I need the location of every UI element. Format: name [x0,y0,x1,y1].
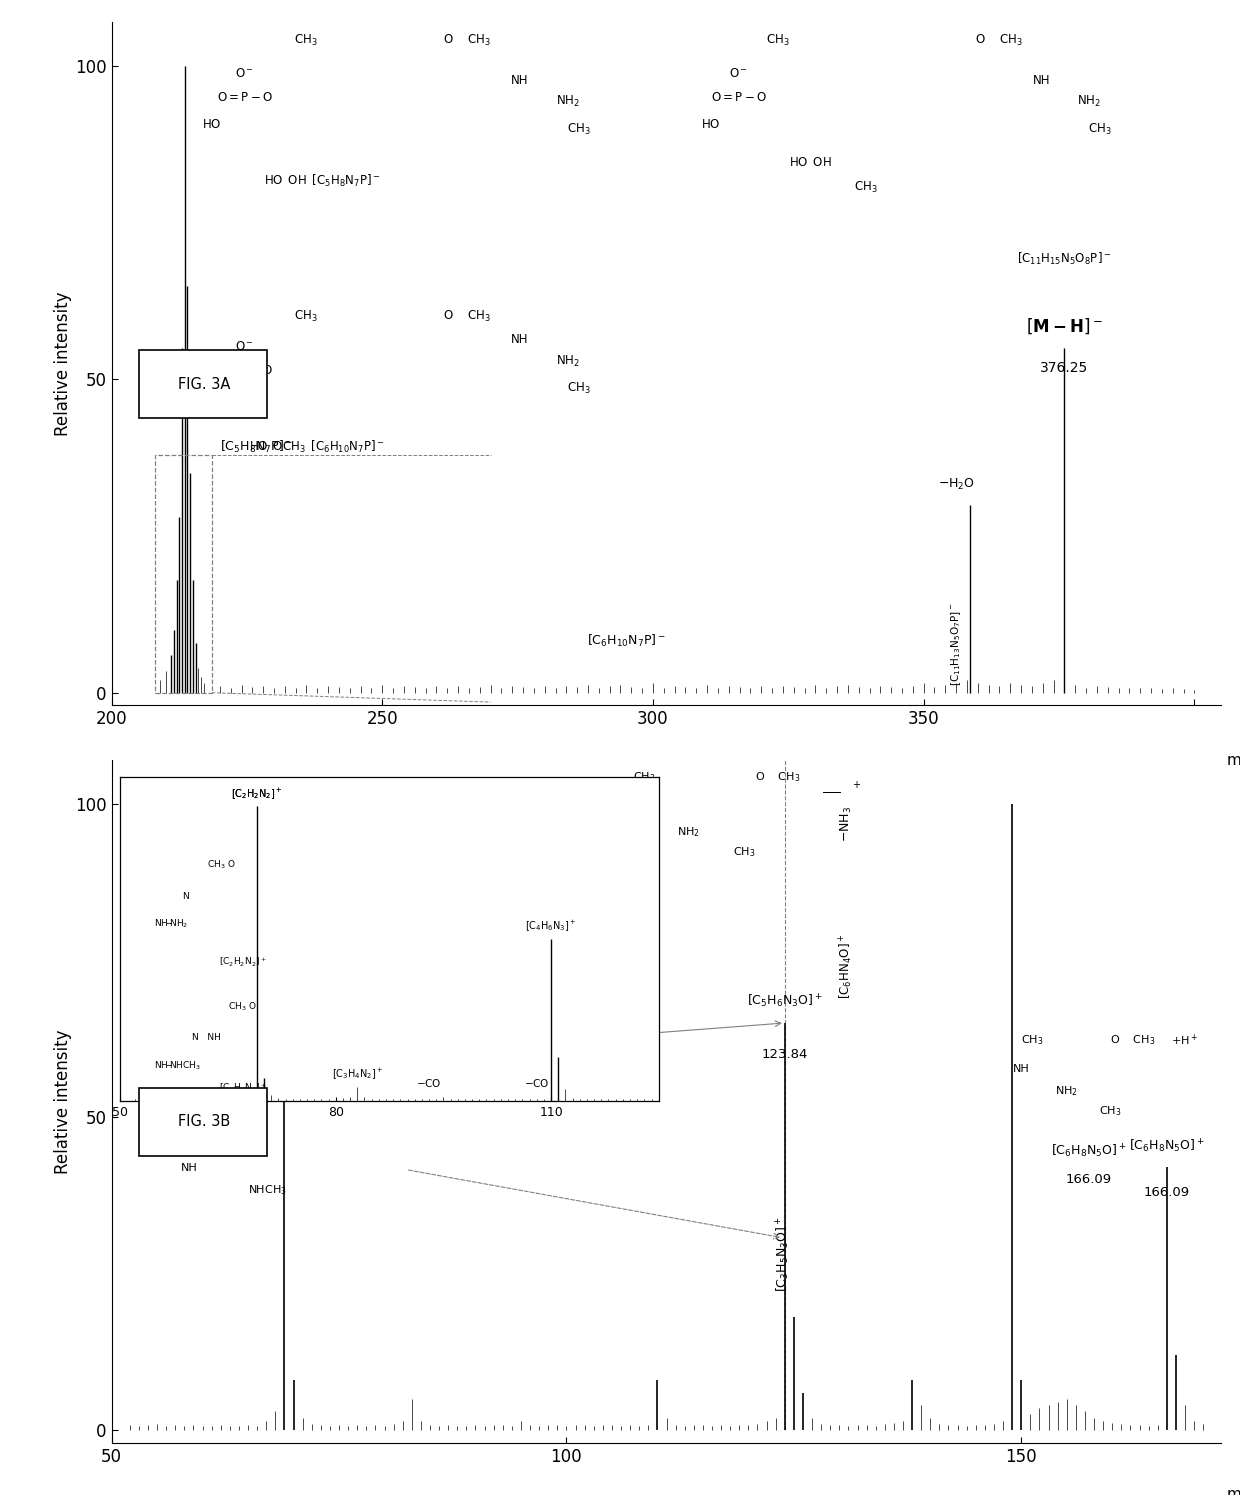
Text: NH: NH [1013,1064,1030,1073]
Text: m/z 400: m/z 400 [1226,753,1240,768]
Y-axis label: Relative intensity: Relative intensity [55,1029,72,1174]
Text: NH: NH [511,333,528,347]
Text: 166.09: 166.09 [1143,1186,1190,1199]
Text: FIG. 3B: FIG. 3B [177,1114,229,1129]
Text: $[\mathregular{C_{11}H_{15}N_5O_8P}]^-$: $[\mathregular{C_{11}H_{15}N_5O_8P}]^-$ [1017,251,1111,266]
Text: $\mathregular{O^-}$: $\mathregular{O^-}$ [236,339,254,353]
Text: $[\mathregular{C_6HN_4O}]^+$: $[\mathregular{C_6HN_4O}]^+$ [837,933,856,999]
Text: $^+$: $^+$ [849,780,861,794]
Text: $[\mathregular{C_{11}H_{13}N_5O_7P}]^-$: $[\mathregular{C_{11}H_{13}N_5O_7P}]^-$ [950,602,963,686]
Text: NH: NH [511,73,528,87]
Text: 376.25: 376.25 [1040,360,1089,375]
Text: O    $\mathregular{CH_3}$: O $\mathregular{CH_3}$ [443,309,491,324]
Text: $\mathregular{CH_3}$: $\mathregular{CH_3}$ [567,381,590,396]
Text: $\mathregular{CH_3}$: $\mathregular{CH_3}$ [1089,121,1112,136]
Text: $\mathregular{O^-}$: $\mathregular{O^-}$ [236,67,254,79]
Text: $[\mathregular{C_5H_8N_7P}]^-$: $[\mathregular{C_5H_8N_7P}]^-$ [219,438,293,454]
Text: FIG. 3A: FIG. 3A [177,377,229,392]
Text: NH: NH [1033,73,1050,87]
Text: $[\mathregular{C_6H_8N_5O}]^+$: $[\mathregular{C_6H_8N_5O}]^+$ [1130,1138,1204,1154]
Text: O    $\mathregular{CH_3}$: O $\mathregular{CH_3}$ [1110,1033,1156,1046]
Text: $\mathregular{HO}$: $\mathregular{HO}$ [701,118,720,132]
Bar [155,454,212,692]
Text: m/z: m/z [1226,1488,1240,1495]
Text: $\mathregular{CH_3}$: $\mathregular{CH_3}$ [294,33,317,48]
Text: $\mathregular{CH_3}$: $\mathregular{CH_3}$ [854,179,878,194]
Text: $-\mathregular{H_2O}$: $-\mathregular{H_2O}$ [937,477,975,492]
Text: $\mathregular{NHCH_3}$: $\mathregular{NHCH_3}$ [248,1183,286,1197]
Text: $-\mathregular{NH_3}$: $-\mathregular{NH_3}$ [838,806,854,842]
Text: $\mathregular{CH_3}$: $\mathregular{CH_3}$ [294,309,317,324]
Text: NH: NH [625,804,641,815]
Text: $\mathregular{HO \enspace OH}$: $\mathregular{HO \enspace OH}$ [790,155,832,169]
Text: $\mathregular{HO}$: $\mathregular{HO}$ [202,118,221,132]
Text: $\mathregular{NH_2}$: $\mathregular{NH_2}$ [556,94,580,109]
Text: $\mathregular{CH_3}$: $\mathregular{CH_3}$ [1022,1033,1044,1046]
Text: $\mathregular{O=P-O}$: $\mathregular{O=P-O}$ [217,363,273,377]
Text: $\mathregular{CH_3}$: $\mathregular{CH_3}$ [765,33,790,48]
Text: $\mathregular{CH_3}$: $\mathregular{CH_3}$ [567,121,590,136]
Text: $\mathregular{CH_3}$: $\mathregular{CH_3}$ [233,1088,255,1102]
Bar [139,1088,267,1156]
Text: $\mathregular{NH_2}$: $\mathregular{NH_2}$ [556,354,580,369]
Text: $\mathregular{O^-}$: $\mathregular{O^-}$ [729,67,748,79]
Text: 123.84: 123.84 [761,1048,808,1061]
Text: $\mathregular{NH_2}$: $\mathregular{NH_2}$ [677,825,701,839]
Y-axis label: Relative intensity: Relative intensity [55,292,72,437]
Text: $[\mathregular{C_3H_5N_3O}]^+$: $[\mathregular{C_3H_5N_3O}]^+$ [774,1217,791,1293]
Text: $[\mathregular{C_6H_{10}N_7P}]^-$: $[\mathregular{C_6H_{10}N_7P}]^-$ [587,632,665,649]
Text: 166.09: 166.09 [1065,1174,1111,1186]
Text: NH: NH [181,1163,197,1172]
Text: N: N [218,1129,227,1139]
Text: $\mathregular{NH_2}$: $\mathregular{NH_2}$ [1054,1084,1078,1097]
Text: $[\mathregular{C_5H_6N_3O}]^+$: $[\mathregular{C_5H_6N_3O}]^+$ [746,993,822,1011]
Text: $^+$: $^+$ [394,1081,405,1094]
Text: $\mathregular{HO \enspace OH \enspace [C_5H_8N_7P]^-}$: $\mathregular{HO \enspace OH \enspace [C… [264,172,381,188]
Text: $\mathregular{HO}$: $\mathregular{HO}$ [202,392,221,404]
Text: $\mathregular{CH_3}$: $\mathregular{CH_3}$ [634,770,656,783]
Text: $[\mathregular{M-H}]^-$: $[\mathregular{M-H}]^-$ [1025,315,1102,336]
Text: O: O [312,1088,321,1097]
Text: O    $\mathregular{CH_3}$: O $\mathregular{CH_3}$ [443,33,491,48]
Text: $\mathregular{HO \enspace OCH_3 \enspace [C_6H_{10}N_7P]^-}$: $\mathregular{HO \enspace OCH_3 \enspace… [249,440,384,454]
Text: $+\mathregular{H}^+$: $+\mathregular{H}^+$ [1172,1033,1198,1048]
Text: $\mathregular{CH_3}$: $\mathregular{CH_3}$ [733,845,755,860]
Text: $[\mathregular{C_6H_8N_5O}]^+$: $[\mathregular{C_6H_8N_5O}]^+$ [1050,1142,1126,1160]
Text: $\mathregular{O=P-O}$: $\mathregular{O=P-O}$ [711,91,766,103]
Text: $\mathregular{NH_2}$: $\mathregular{NH_2}$ [1078,94,1101,109]
Text: $\mathregular{CH_3}$: $\mathregular{CH_3}$ [1099,1105,1122,1118]
Text: $\overline{\quad}$: $\overline{\quad}$ [822,780,839,798]
Text: $\mathregular{O=P-O}$: $\mathregular{O=P-O}$ [217,91,273,103]
Text: O    $\mathregular{CH_3}$: O $\mathregular{CH_3}$ [755,770,800,783]
Text: O    $\mathregular{CH_3}$: O $\mathregular{CH_3}$ [976,33,1023,48]
Bar [139,350,267,419]
Text: $\overline{\quad}$: $\overline{\quad}$ [372,1081,391,1099]
